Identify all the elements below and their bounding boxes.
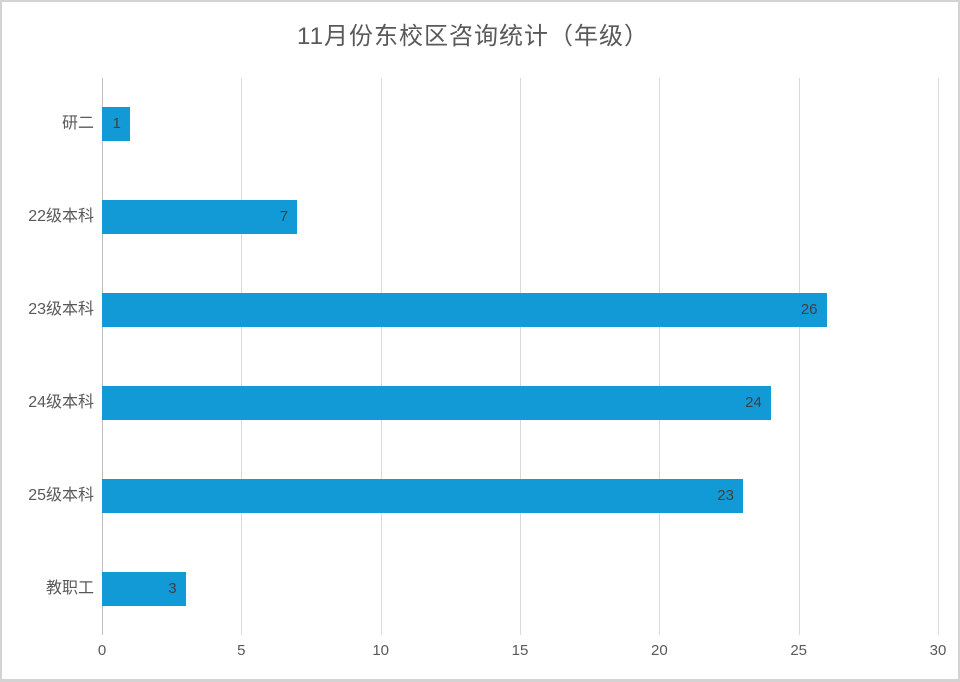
- bar-value-label: 7: [279, 208, 289, 226]
- bar-value-label: 1: [112, 115, 121, 133]
- x-gridline: [241, 78, 243, 635]
- bar: 24: [102, 385, 771, 420]
- bar: 26: [102, 293, 827, 328]
- bar-value-label: 3: [168, 579, 177, 597]
- category-label: 23级本科: [28, 301, 94, 319]
- x-tick-label: 10: [372, 642, 389, 659]
- chart-title: 11月份东校区咨询统计（年级）: [297, 23, 649, 50]
- category-label: 22级本科: [28, 208, 94, 226]
- x-gridline: [938, 78, 939, 635]
- category-label: 25级本科: [28, 486, 94, 504]
- x-tick-label: 25: [790, 642, 807, 659]
- bar: 7: [102, 200, 298, 235]
- bar-value-label: 23: [717, 486, 734, 504]
- x-gridline: [798, 78, 800, 635]
- x-tick-label: 15: [511, 642, 529, 659]
- category-label: 教职工: [45, 579, 94, 597]
- x-gridline: [380, 78, 382, 635]
- bar: 23: [102, 478, 743, 513]
- x-tick-label: 0: [97, 642, 107, 659]
- x-gridline: [659, 78, 661, 635]
- bar-value-label: 26: [800, 301, 818, 319]
- x-tick-label: 20: [650, 642, 668, 659]
- bar-value-label: 24: [745, 393, 762, 411]
- x-gridline: [520, 78, 521, 635]
- plot-area: 1 7 26 24 23 3: [102, 78, 939, 635]
- x-tick-label: 5: [237, 642, 246, 659]
- x-tick-label: 30: [929, 642, 947, 659]
- bar: 1: [102, 107, 130, 142]
- bar: 3: [102, 571, 186, 606]
- category-axis-line: [102, 78, 103, 635]
- category-label: 24级本科: [28, 393, 94, 411]
- category-label: 研二: [61, 115, 94, 133]
